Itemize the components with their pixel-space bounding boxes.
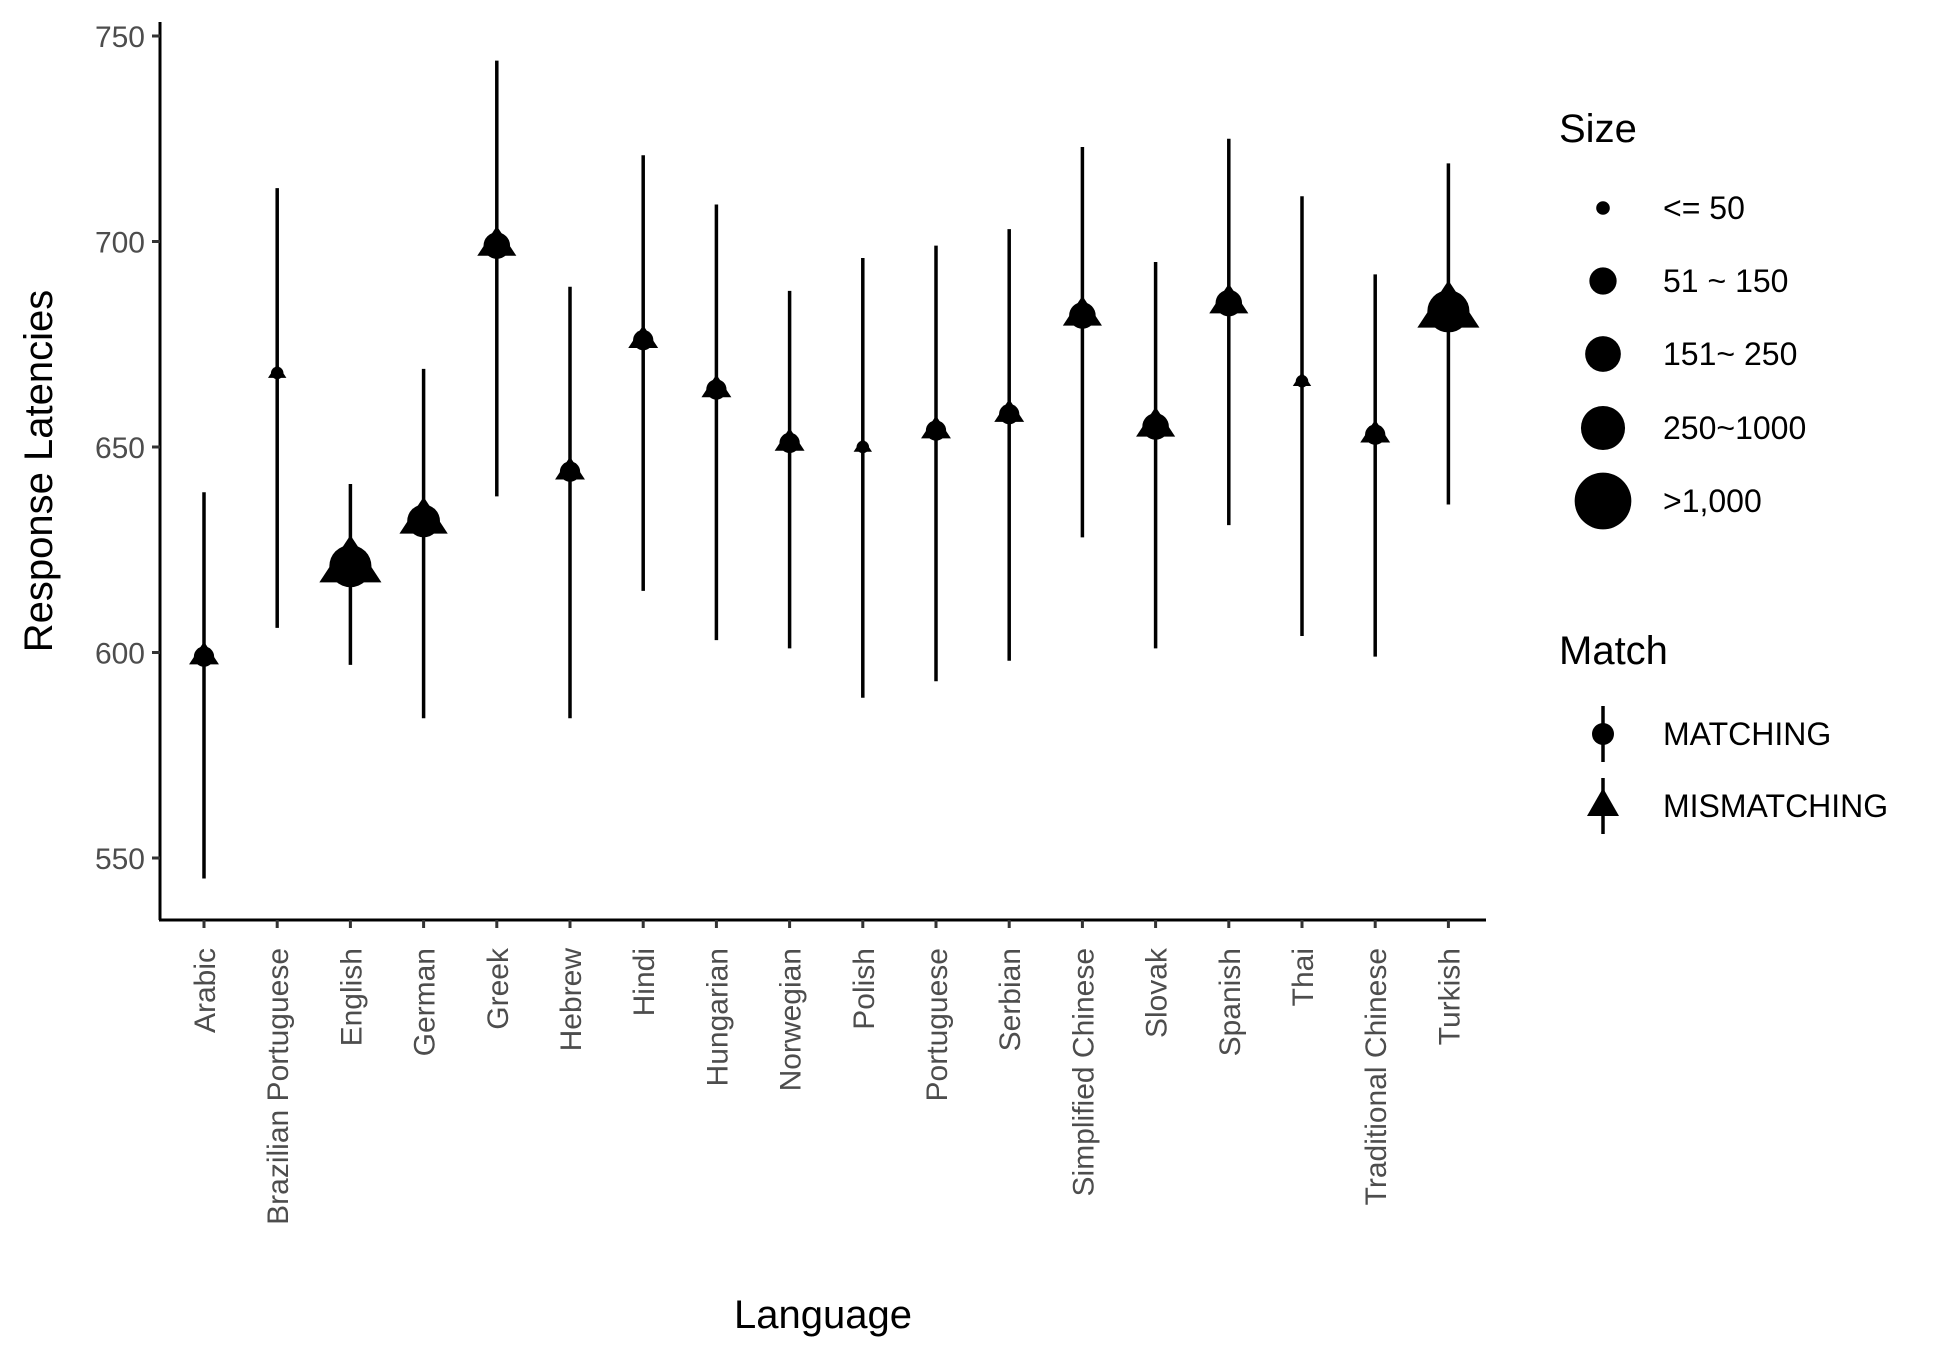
- x-tick-label: Slovak: [1141, 947, 1174, 1038]
- data-point-core: [706, 379, 727, 400]
- data-point-core: [1069, 302, 1096, 329]
- x-tick-label: English: [335, 948, 368, 1046]
- data-point-core: [559, 461, 581, 482]
- data-point-core: [270, 366, 284, 380]
- data-point-core: [633, 330, 654, 351]
- legend-match-label: MATCHING: [1663, 716, 1831, 752]
- y-tick-label: 750: [95, 21, 145, 54]
- x-tick-label: Brazilian Portuguese: [262, 948, 295, 1225]
- legend-size-key: [1585, 336, 1621, 372]
- data-point-core: [1427, 290, 1470, 333]
- x-tick-label: Hebrew: [555, 948, 588, 1052]
- data-point-core: [1365, 424, 1386, 445]
- y-tick-label: 700: [95, 227, 145, 260]
- axes: [158, 22, 1486, 922]
- data-point-core: [407, 504, 440, 538]
- legend-size-label: 151~ 250: [1663, 336, 1797, 372]
- x-tick-label: Hindi: [628, 948, 661, 1016]
- legend-match-label: MISMATCHING: [1663, 788, 1888, 824]
- legend-size-items: <= 50 51 ~ 150 151~ 250 250~1000 >1,000: [1574, 190, 1806, 530]
- data-point-core: [779, 432, 800, 454]
- legend-size-title: Size: [1559, 107, 1637, 151]
- legend-match-items: MATCHING MISMATCHING: [1587, 706, 1888, 834]
- x-axis-title: Language: [734, 1293, 912, 1337]
- x-tick-label: Thai: [1287, 948, 1320, 1006]
- data-point-core: [193, 646, 215, 667]
- y-axis-title: Response Latencies: [17, 290, 61, 652]
- legend-match-title: Match: [1559, 629, 1668, 673]
- legend-match-circle-key: [1592, 723, 1614, 745]
- x-ticks: Arabic Brazilian Portuguese English German G…: [189, 920, 1466, 1225]
- x-tick-label: Turkish: [1433, 948, 1466, 1045]
- data-point-core: [329, 545, 372, 588]
- legend-size-key: [1596, 201, 1610, 215]
- data-point-core: [1142, 413, 1169, 440]
- y-tick-label: 550: [95, 843, 145, 876]
- data-point-core: [1215, 289, 1243, 317]
- data-point-core: [999, 403, 1020, 425]
- x-tick-label: Norwegian: [775, 948, 808, 1091]
- data-point-core: [856, 440, 870, 454]
- legend-size-key: [1574, 472, 1632, 530]
- legend-size-key: [1589, 267, 1617, 295]
- x-tick-label: Greek: [482, 947, 515, 1030]
- x-tick-label: Serbian: [994, 948, 1027, 1051]
- x-tick-label: Portuguese: [921, 948, 954, 1101]
- data-point-core: [483, 232, 511, 259]
- x-tick-label: Hungarian: [701, 948, 734, 1086]
- x-tick-label: Polish: [848, 948, 881, 1030]
- y-tick-label: 600: [95, 638, 145, 671]
- data-point-core: [1295, 375, 1309, 388]
- x-tick-label: German: [409, 948, 442, 1056]
- x-tick-label: Simplified Chinese: [1067, 948, 1100, 1196]
- legend-size-label: 51 ~ 150: [1663, 263, 1788, 299]
- legend: Size <= 50 51 ~ 150 151~ 250 250~1000 >1,000…: [1559, 107, 1888, 834]
- data-point-core: [925, 420, 947, 441]
- plot-marks: [189, 60, 1480, 879]
- legend-size-label: >1,000: [1663, 483, 1762, 519]
- x-tick-label: Spanish: [1214, 948, 1247, 1056]
- y-ticks: 550 600 650 700 750: [95, 21, 160, 876]
- legend-size-label: 250~1000: [1663, 410, 1806, 446]
- x-tick-label: Arabic: [189, 948, 222, 1033]
- legend-size-label: <= 50: [1663, 190, 1745, 226]
- legend-match-triangle-key: [1587, 788, 1619, 816]
- x-tick-label: Traditional Chinese: [1360, 948, 1393, 1205]
- y-tick-label: 650: [95, 432, 145, 465]
- legend-size-key: [1580, 405, 1626, 451]
